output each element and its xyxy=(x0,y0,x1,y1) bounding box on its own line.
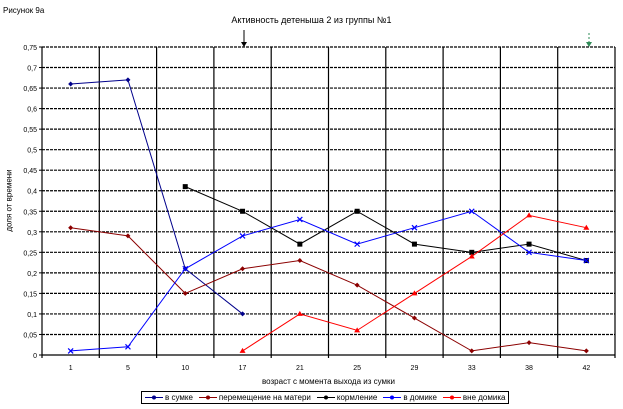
legend-item: в сумке xyxy=(145,393,193,402)
annotation-arrowhead xyxy=(241,42,247,47)
y-tick-label: 0,4 xyxy=(27,189,37,196)
data-point-4-8 xyxy=(526,212,533,218)
y-tick-label: 0,75 xyxy=(23,45,37,52)
x-tick-label: 25 xyxy=(353,365,361,372)
legend-item: вне домика xyxy=(442,393,506,402)
series-line-0 xyxy=(70,79,243,315)
y-tick-label: 0,5 xyxy=(27,148,37,155)
data-point-3-8 xyxy=(526,249,532,256)
data-point-4-5 xyxy=(354,327,361,333)
data-point-0-1 xyxy=(125,77,131,83)
legend-item: в домике xyxy=(383,393,437,402)
y-tick-label: 0,2 xyxy=(27,271,37,278)
y-tick-label: 0,25 xyxy=(23,250,37,257)
y-tick-label: 0 xyxy=(33,353,37,360)
y-tick-label: 0,7 xyxy=(27,66,37,73)
y-tick-label: 0,65 xyxy=(23,86,37,93)
data-point-1-4 xyxy=(297,258,303,264)
y-tick-label: 0,6 xyxy=(27,107,37,114)
data-point-3-0 xyxy=(67,347,74,354)
data-point-2-8 xyxy=(526,241,532,247)
series-line-3 xyxy=(70,210,587,352)
legend-swatch xyxy=(383,395,402,400)
data-point-1-5 xyxy=(354,282,360,288)
legend-label: в домике xyxy=(403,393,437,402)
legend-swatch xyxy=(316,395,335,400)
data-point-4-6 xyxy=(411,290,418,296)
legend-swatch xyxy=(198,395,217,400)
data-point-3-7 xyxy=(468,208,475,215)
data-point-4-4 xyxy=(296,310,303,316)
chart-title: Активность детеныша 2 из группы №1 xyxy=(231,15,392,25)
data-point-1-2 xyxy=(182,290,188,296)
data-point-1-1 xyxy=(125,233,131,239)
y-tick-label: 0,3 xyxy=(27,230,37,237)
data-point-3-1 xyxy=(125,343,131,350)
x-tick-label: 38 xyxy=(525,365,533,372)
legend-label: в сумке xyxy=(165,393,193,402)
x-tick-label: 1 xyxy=(69,365,73,372)
data-point-3-9 xyxy=(583,257,590,264)
x-axis-label: возраст с момента выхода из сумки xyxy=(261,377,396,386)
y-tick-label: 0,05 xyxy=(23,332,37,339)
data-point-0-3 xyxy=(240,311,246,317)
legend-label: вне домика xyxy=(462,393,506,402)
data-point-2-4 xyxy=(297,241,303,247)
series-line-1 xyxy=(70,227,587,352)
annotation-arrowhead-green xyxy=(586,42,592,47)
data-point-2-7 xyxy=(469,249,475,255)
x-tick-label: 17 xyxy=(239,365,247,372)
data-point-2-6 xyxy=(411,241,417,247)
x-tick-label: 21 xyxy=(296,365,304,372)
legend-label: перемещение на матери xyxy=(218,393,311,402)
legend-swatch xyxy=(442,395,461,400)
data-point-1-8 xyxy=(526,340,532,346)
data-point-1-7 xyxy=(469,348,475,354)
y-tick-label: 0,1 xyxy=(27,312,37,319)
data-point-3-6 xyxy=(411,224,418,231)
data-point-1-3 xyxy=(240,266,246,272)
x-tick-label: 42 xyxy=(582,365,590,372)
x-tick-label: 5 xyxy=(126,365,130,372)
y-tick-label: 0,35 xyxy=(23,209,37,216)
x-tick-label: 29 xyxy=(411,365,419,372)
legend-item: кормление xyxy=(316,393,378,402)
data-point-2-2 xyxy=(182,184,188,190)
data-point-1-9 xyxy=(583,348,589,354)
data-point-4-3 xyxy=(239,347,246,353)
legend-swatch xyxy=(145,395,163,400)
data-point-3-3 xyxy=(239,232,246,239)
data-point-4-9 xyxy=(583,224,590,230)
data-point-2-3 xyxy=(240,208,246,214)
data-point-1-0 xyxy=(68,225,74,231)
y-tick-label: 0,55 xyxy=(23,127,37,134)
legend: в сумке перемещение на матери кормление в д… xyxy=(141,391,510,404)
x-tick-label: 10 xyxy=(181,365,189,372)
data-point-3-2 xyxy=(182,265,189,272)
data-point-3-5 xyxy=(354,241,361,248)
data-point-3-4 xyxy=(296,216,303,223)
y-tick-label: 0,45 xyxy=(23,168,37,175)
series-line-4 xyxy=(242,214,587,352)
data-point-2-5 xyxy=(354,208,360,214)
figure-label: Рисунок 9а xyxy=(3,6,45,15)
y-tick-label: 0,15 xyxy=(23,291,37,298)
data-point-0-0 xyxy=(68,81,74,87)
legend-item: перемещение на матери xyxy=(198,393,311,402)
data-point-1-6 xyxy=(411,315,417,321)
legend-label: кормление xyxy=(336,393,378,402)
x-tick-label: 33 xyxy=(468,365,476,372)
data-point-4-7 xyxy=(468,253,475,259)
